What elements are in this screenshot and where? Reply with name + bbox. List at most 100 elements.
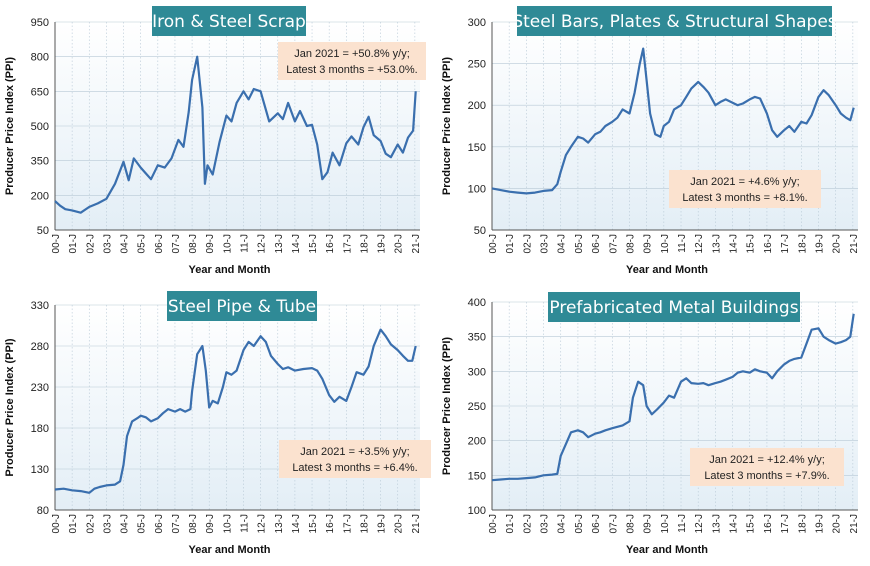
y-tick-label: 180	[31, 423, 49, 435]
y-tick-label: 200	[31, 190, 49, 202]
x-tick-label: 14-J	[291, 514, 302, 533]
x-tick-label: 18-J	[359, 234, 370, 253]
x-tick-label: 06-J	[154, 234, 165, 253]
x-tick-label: 10-J	[660, 234, 671, 253]
annotation-text: Jan 2021 = +4.6% y/y;	[690, 176, 799, 188]
x-axis-label: Year and Month	[626, 264, 708, 276]
x-tick-label: 08-J	[625, 234, 636, 253]
title-box	[152, 6, 306, 36]
y-tick-label: 500	[31, 121, 49, 133]
annotation-box	[690, 448, 844, 486]
y-tick-label: 200	[468, 100, 486, 112]
x-tick-label: 09-J	[205, 514, 216, 533]
x-tick-label: 21-J	[411, 514, 422, 533]
y-tick-label: 350	[31, 156, 49, 168]
x-tick-label: 03-J	[540, 514, 551, 533]
title-box	[167, 291, 317, 321]
x-tick-label: 12-J	[257, 514, 268, 533]
y-tick-label: 150	[468, 470, 486, 482]
x-tick-label: 13-J	[274, 234, 285, 253]
y-tick-label: 650	[31, 86, 49, 98]
x-tick-label: 21-J	[849, 514, 860, 533]
x-tick-label: 16-J	[763, 234, 774, 253]
x-tick-label: 19-J	[377, 234, 388, 253]
series-line	[491, 47, 855, 195]
x-tick-label: 09-J	[643, 234, 654, 253]
x-axis-label: Year and Month	[189, 264, 271, 276]
x-tick-label: 14-J	[729, 234, 740, 253]
x-tick-label: 01-J	[68, 234, 79, 253]
x-tick-label: 03-J	[540, 234, 551, 253]
x-tick-label: 05-J	[137, 234, 148, 253]
x-tick-label: 16-J	[325, 234, 336, 253]
y-tick-label: 230	[31, 382, 49, 394]
y-tick-label: 250	[468, 401, 486, 413]
annotation-text: Jan 2021 = +50.8% y/y;	[294, 48, 410, 60]
x-tick-label: 02-J	[522, 234, 533, 253]
x-tick-label: 08-J	[188, 234, 199, 253]
x-tick-label: 17-J	[342, 234, 353, 253]
x-tick-label: 14-J	[729, 514, 740, 533]
x-tick-label: 20-J	[394, 514, 405, 533]
x-tick-label: 12-J	[694, 514, 705, 533]
chart-2: 50 100 150 200 250 300 00-J 01-J 02-J 03-J 04-J 05-…	[441, 6, 860, 276]
y-tick-label: 150	[468, 142, 486, 154]
x-tick-label: 19-J	[814, 514, 825, 533]
chart-title: Steel Bars, Plates & Structural Shapes	[512, 12, 836, 32]
chart-4: 100 150 200 250 300 350 400 00-J 01-J 02-J 03-J 04-…	[441, 292, 860, 556]
x-tick-label: 17-J	[780, 234, 791, 253]
x-tick-label: 15-J	[746, 514, 757, 533]
x-tick-label: 12-J	[257, 234, 268, 253]
annotation-text: Latest 3 months = +7.9%.	[704, 470, 829, 482]
y-tick-label: 50	[474, 225, 486, 237]
x-tick-label: 17-J	[342, 514, 353, 533]
x-tick-label: 15-J	[308, 234, 319, 253]
x-tick-label: 10-J	[222, 234, 233, 253]
x-tick-label: 13-J	[711, 234, 722, 253]
x-tick-label: 00-J	[51, 234, 62, 253]
y-axis-label: Producer Price Index (PPI)	[441, 337, 453, 475]
x-tick-label: 14-J	[291, 234, 302, 253]
annotation-text: Latest 3 months = +53.0%.	[286, 64, 417, 76]
x-tick-label: 00-J	[488, 234, 499, 253]
y-axis-label: Producer Price Index (PPI)	[4, 57, 16, 195]
x-tick-label: 03-J	[102, 514, 113, 533]
y-tick-label: 80	[37, 505, 49, 517]
x-tick-label: 16-J	[763, 514, 774, 533]
x-tick-label: 00-J	[488, 514, 499, 533]
x-tick-label: 02-J	[85, 234, 96, 253]
y-tick-label: 130	[31, 464, 49, 476]
x-tick-label: 02-J	[522, 514, 533, 533]
x-tick-label: 06-J	[591, 234, 602, 253]
x-tick-label: 18-J	[359, 514, 370, 533]
y-tick-label: 950	[31, 17, 49, 29]
x-tick-label: 21-J	[411, 234, 422, 253]
x-tick-label: 09-J	[643, 514, 654, 533]
x-tick-label: 04-J	[557, 234, 568, 253]
x-tick-label: 07-J	[171, 514, 182, 533]
y-tick-label: 200	[468, 436, 486, 448]
x-tick-label: 08-J	[188, 514, 199, 533]
y-axis-label: Producer Price Index (PPI)	[4, 338, 16, 476]
chart-title: Iron & Steel Scrap	[152, 12, 306, 32]
x-tick-label: 19-J	[377, 514, 388, 533]
x-tick-label: 16-J	[325, 514, 336, 533]
y-tick-label: 280	[31, 341, 49, 353]
y-tick-label: 50	[37, 225, 49, 237]
x-tick-label: 20-J	[394, 234, 405, 253]
x-tick-label: 05-J	[137, 514, 148, 533]
x-tick-label: 11-J	[677, 514, 688, 533]
chart-1: 50 200 350 500 650 800 950 00-J 01-J 02-J 03-J 04-J…	[4, 6, 426, 276]
x-tick-label: 18-J	[797, 514, 808, 533]
x-tick-label: 19-J	[814, 234, 825, 253]
x-axis-label: Year and Month	[189, 544, 271, 556]
x-tick-label: 13-J	[274, 514, 285, 533]
x-tick-label: 03-J	[102, 234, 113, 253]
x-tick-label: 05-J	[574, 514, 585, 533]
y-tick-label: 800	[31, 52, 49, 64]
series-line	[54, 55, 417, 214]
x-tick-label: 01-J	[68, 514, 79, 533]
x-tick-label: 18-J	[797, 234, 808, 253]
